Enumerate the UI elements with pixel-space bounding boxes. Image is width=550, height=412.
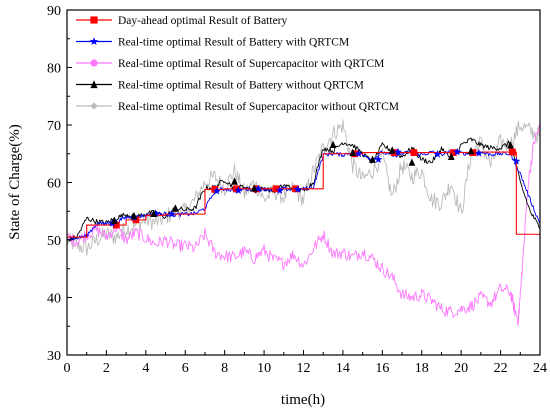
y-tick-label: 90: [47, 4, 61, 19]
series-4-point: [349, 148, 357, 156]
series-2-point: [394, 147, 403, 156]
legend-label: Day-ahead optimal Result of Battery: [118, 15, 288, 27]
legend-marker: [89, 37, 99, 46]
y-tick-label: 50: [47, 234, 61, 249]
series-4-point: [130, 211, 138, 220]
series-1-point: [233, 185, 240, 193]
legend-item-2: Real-time optimal Result of Battery with…: [76, 37, 349, 49]
series-2-point: [275, 186, 284, 194]
legend-marker: [90, 102, 98, 110]
x-tick-label: 24: [533, 361, 547, 376]
series-1-point: [211, 186, 219, 193]
y-tick-label: 40: [47, 292, 61, 307]
y-tick-label: 80: [47, 62, 61, 77]
series-4-point: [110, 216, 118, 224]
series-2-point: [512, 157, 521, 165]
marker-layer: [108, 140, 521, 229]
series-line-2: [67, 150, 540, 241]
series-1-point: [410, 149, 418, 156]
series-1-point: [272, 185, 280, 193]
series-2-point: [234, 186, 243, 194]
legend-label: Real-time optimal Result of Battery with…: [118, 37, 349, 49]
x-tick-label: 10: [257, 361, 271, 376]
x-tick-label: 8: [221, 361, 228, 376]
x-tick-label: 2: [103, 361, 110, 376]
x-axis: 0 2 4 6 8 10 12 14 16 18 20 22 24: [64, 350, 547, 376]
series-1-point: [112, 221, 120, 229]
series-4-point: [447, 152, 455, 161]
legend: Day-ahead optimal Result of Battery Real-…: [76, 15, 399, 113]
legend-item-4: Real-time optimal Result of Battery with…: [76, 80, 364, 92]
legend-label: Real-time optimal Result of Supercapacit…: [118, 58, 384, 70]
x-tick-label: 14: [336, 361, 350, 376]
y-tick-label: 70: [47, 119, 61, 134]
x-tick-label: 20: [454, 361, 468, 376]
legend-label: Real-time optimal Result of Supercapacit…: [118, 101, 399, 113]
y-tick-label: 60: [47, 177, 61, 192]
series-2-point: [354, 149, 363, 158]
x-tick-label: 6: [182, 361, 189, 376]
series-2-point: [474, 148, 483, 157]
legend-item-5: Real-time optimal Result of Supercapacit…: [76, 101, 399, 113]
series-2-point: [453, 147, 462, 156]
series-4-point: [369, 155, 376, 163]
series-4-point: [388, 146, 396, 154]
x-tick-label: 22: [494, 361, 508, 376]
legend-marker: [90, 59, 98, 67]
series-line-1: [67, 151, 540, 238]
series-1-point: [509, 148, 516, 156]
series-4-point: [467, 146, 475, 155]
legend-marker: [90, 16, 98, 24]
x-tick-label: 12: [297, 361, 311, 376]
series-2-point: [151, 209, 160, 217]
y-tick-label: 30: [47, 349, 61, 364]
series-2-point: [433, 150, 442, 158]
legend-item-1: Day-ahead optimal Result of Battery: [76, 15, 288, 27]
y-axis-label: State of Charge(%): [7, 124, 23, 240]
legend-label: Real-time optimal Result of Battery with…: [118, 80, 364, 92]
x-tick-label: 16: [375, 361, 389, 376]
series-4-point: [250, 184, 258, 192]
series-4-point: [329, 140, 337, 148]
x-tick-label: 4: [142, 361, 149, 376]
series-4-point: [171, 204, 179, 212]
legend-item-3: Real-time optimal Result of Supercapacit…: [76, 58, 384, 70]
series-2-point: [254, 184, 263, 193]
series-4-point: [408, 158, 416, 166]
series-4-point: [150, 209, 158, 217]
series-2-point: [374, 155, 383, 163]
series-2-point: [293, 185, 302, 193]
legend-marker: [90, 80, 98, 89]
series-4-point: [231, 177, 238, 185]
series-line-3: [67, 124, 540, 326]
series-2-point: [212, 186, 221, 195]
series-4-point: [507, 141, 514, 149]
series-2-point: [167, 209, 176, 218]
x-axis-label: time(h): [281, 392, 325, 408]
x-tick-label: 18: [415, 361, 429, 376]
y-axis: 30 40 50 60 70 80 90: [47, 4, 72, 364]
x-tick-label: 0: [64, 361, 71, 376]
series-1-point: [449, 149, 457, 156]
